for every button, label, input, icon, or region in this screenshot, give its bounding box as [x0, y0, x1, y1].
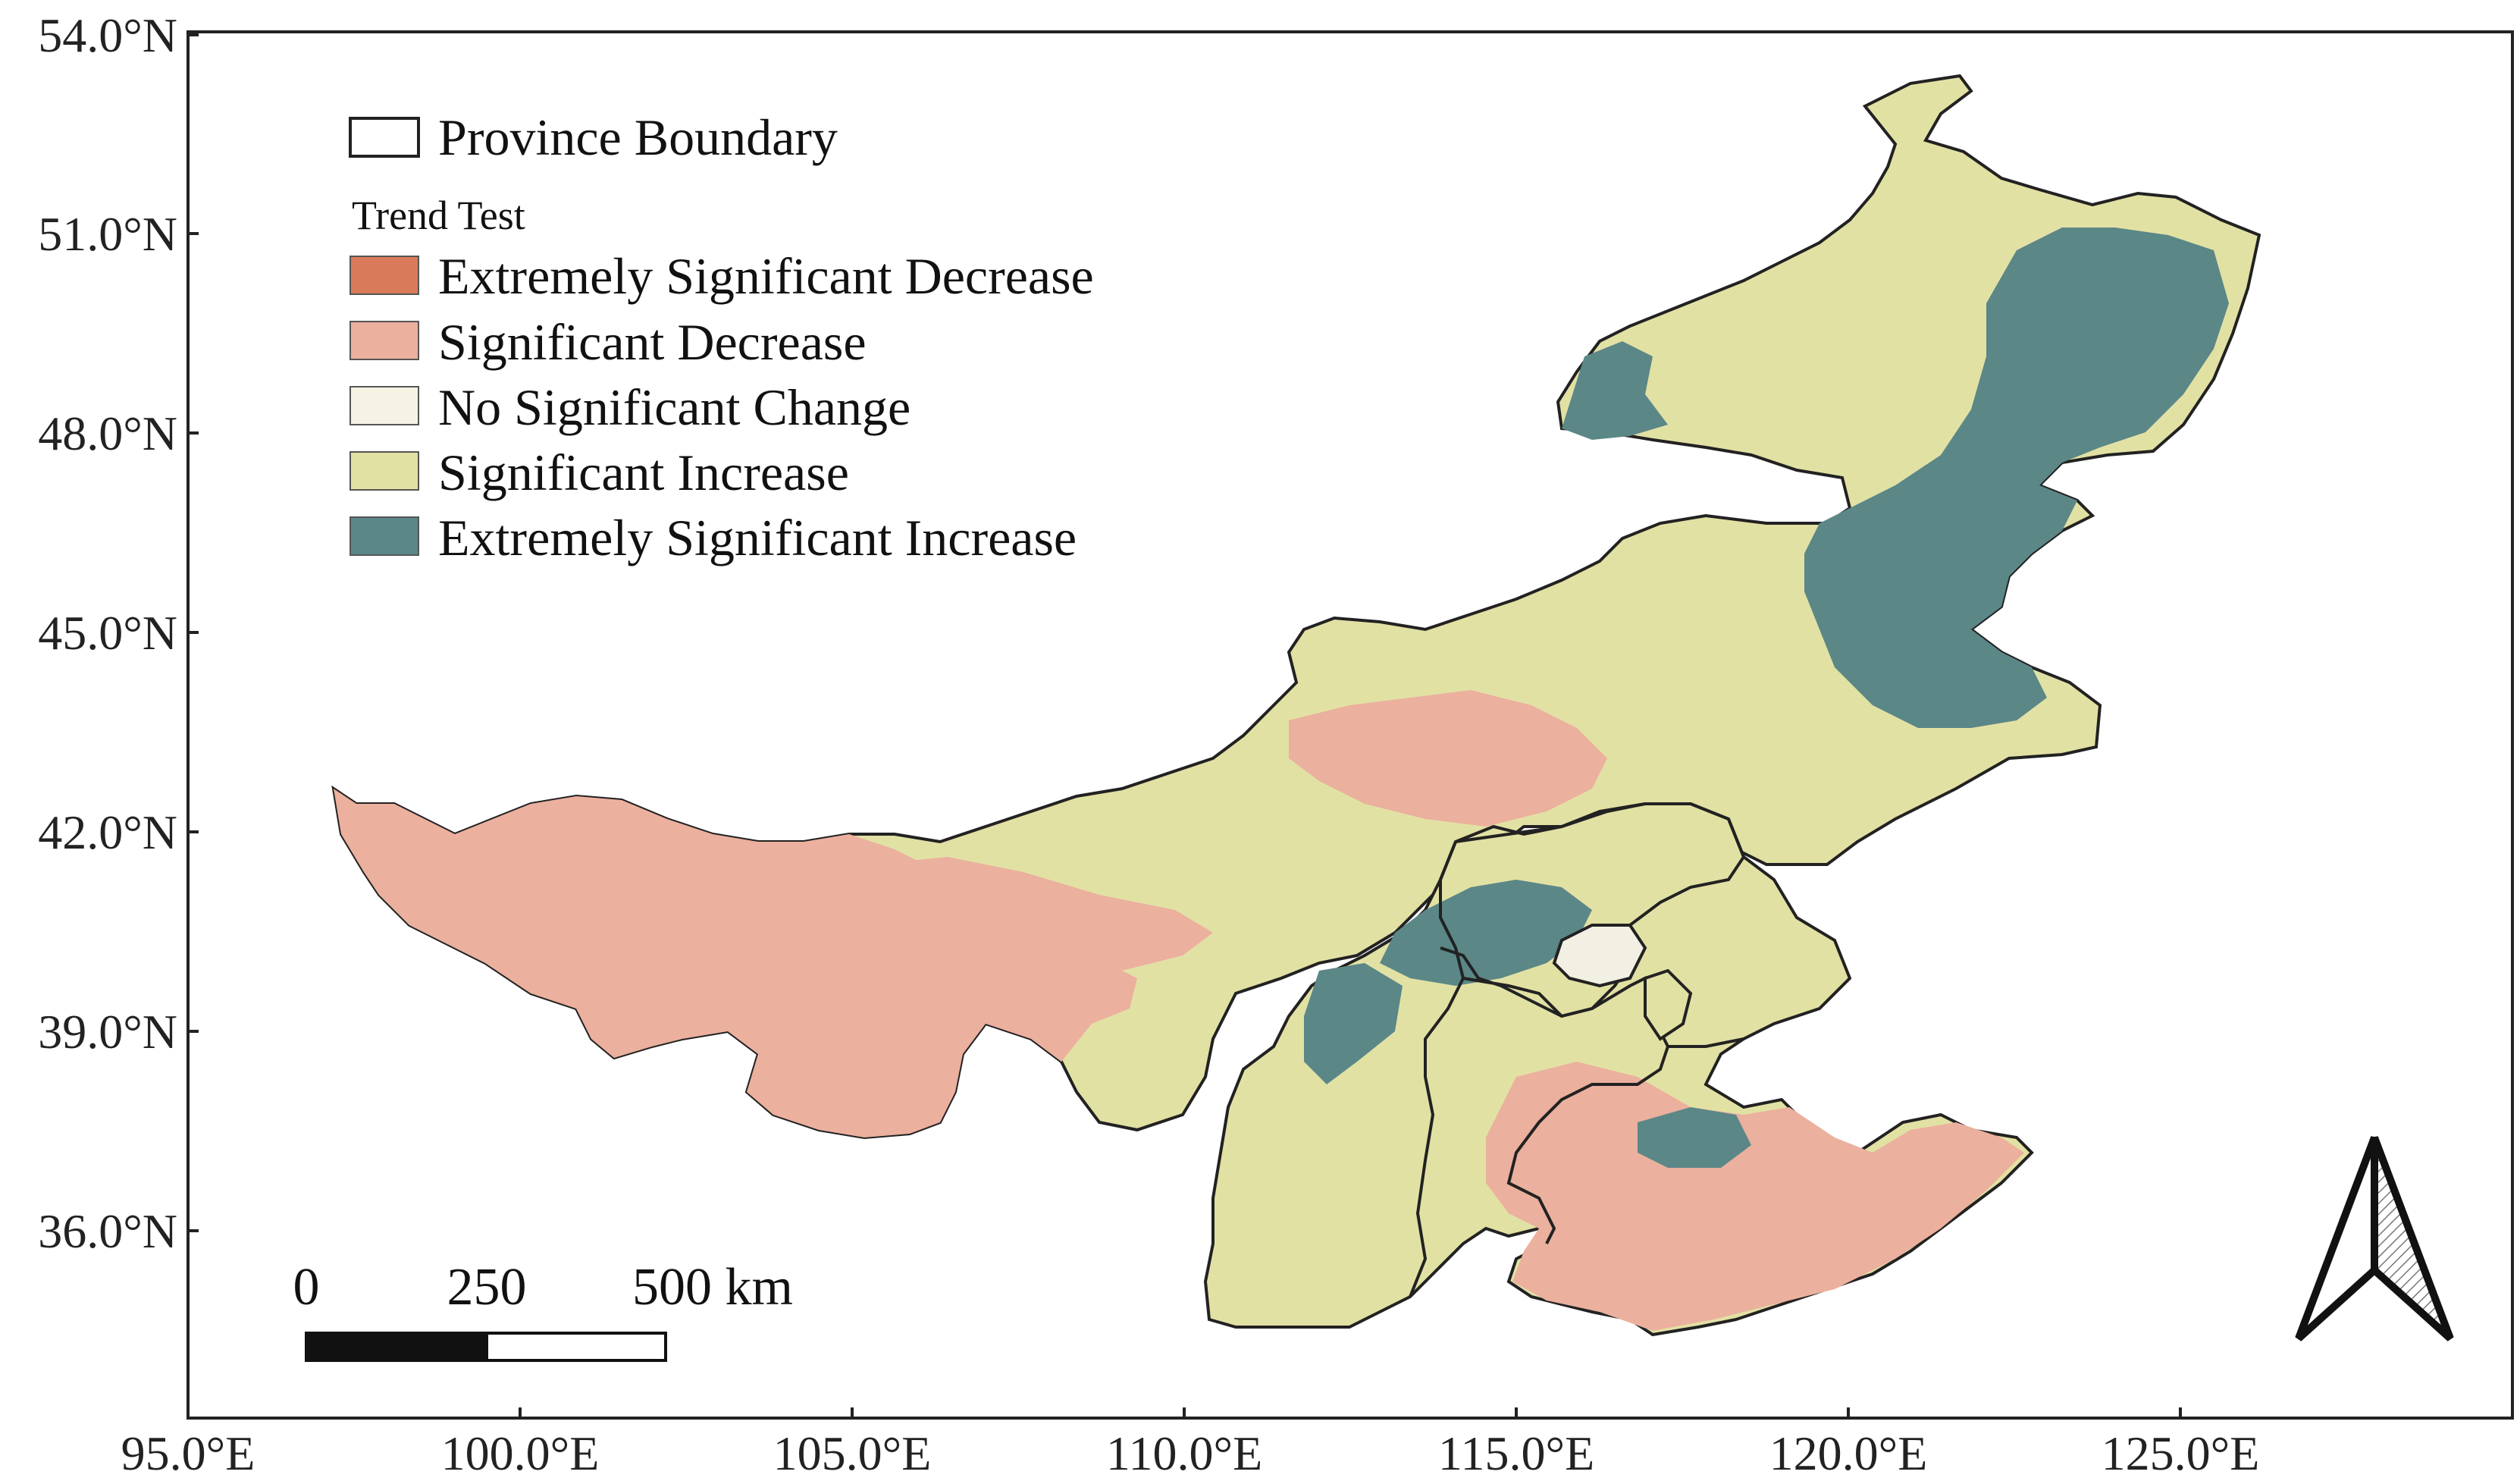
legend-title: Trend Test — [352, 193, 525, 238]
legend-swatch — [349, 516, 419, 556]
x-tick-label: 120.0°E — [1769, 1426, 1928, 1480]
y-tick-label: 51.0°N — [38, 207, 177, 261]
y-axis — [188, 33, 199, 1232]
x-tick-label: 105.0°E — [773, 1426, 932, 1480]
region-layer — [331, 74, 2261, 1337]
legend-item-label: Significant Increase — [438, 444, 849, 501]
scale-label-250: 250 — [447, 1258, 527, 1316]
legend-item-label: Significant Decrease — [438, 313, 867, 371]
province-boundary — [1409, 802, 1746, 1297]
region-strong-increase-north-china — [1380, 880, 1592, 986]
scale-bar-white — [485, 1332, 667, 1362]
region-decrease-central — [1289, 690, 1607, 827]
legend-item-label: Extremely Significant Decrease — [438, 247, 1094, 305]
y-tick-label: 42.0°N — [38, 805, 177, 859]
x-tick-label: 115.0°E — [1438, 1426, 1594, 1480]
north-arrow-icon — [2295, 1136, 2454, 1341]
province-boundary-tianjin — [1644, 968, 1693, 1041]
scale-bar: 0 250 500 km — [293, 1258, 793, 1362]
region-strong-increase-shanxi — [1304, 963, 1403, 1084]
y-tick-label: 48.0°N — [38, 406, 177, 460]
legend-swatch — [349, 451, 419, 491]
region-decrease-south — [1486, 1062, 2024, 1331]
legend: Province Boundary Trend Test Extremely S… — [349, 108, 1094, 566]
x-axis — [186, 1407, 2182, 1418]
y-tick-label: 36.0°N — [38, 1204, 177, 1258]
x-tick-label: 125.0°E — [2102, 1426, 2260, 1480]
legend-swatch — [349, 256, 419, 295]
region-strong-increase-nw — [1562, 341, 1668, 440]
region-decrease-middle — [864, 857, 1213, 971]
scale-label-0: 0 — [293, 1258, 320, 1316]
legend-swatch — [349, 386, 419, 425]
x-tick-label: 95.0°E — [121, 1426, 255, 1480]
y-tick-label: 45.0°N — [38, 606, 177, 660]
region-strong-increase-south — [1638, 1107, 1751, 1168]
y-tick-label: 54.0°N — [38, 8, 177, 62]
scale-bar-black — [305, 1332, 488, 1362]
x-tick-label: 110.0°E — [1106, 1426, 1262, 1480]
legend-item-label: No Significant Change — [438, 378, 911, 436]
y-tick-label: 39.0°N — [38, 1005, 177, 1059]
province-boundary-beijing — [1552, 924, 1647, 988]
legend-swatch — [349, 321, 419, 360]
scale-label-500: 500 km — [632, 1258, 793, 1316]
legend-item-label: Extremely Significant Increase — [438, 509, 1077, 566]
region-strong-increase-ne — [1804, 227, 2229, 728]
legend-boundary-label: Province Boundary — [438, 108, 838, 166]
legend-boundary-swatch — [349, 117, 420, 158]
x-tick-label: 100.0°E — [441, 1426, 600, 1480]
